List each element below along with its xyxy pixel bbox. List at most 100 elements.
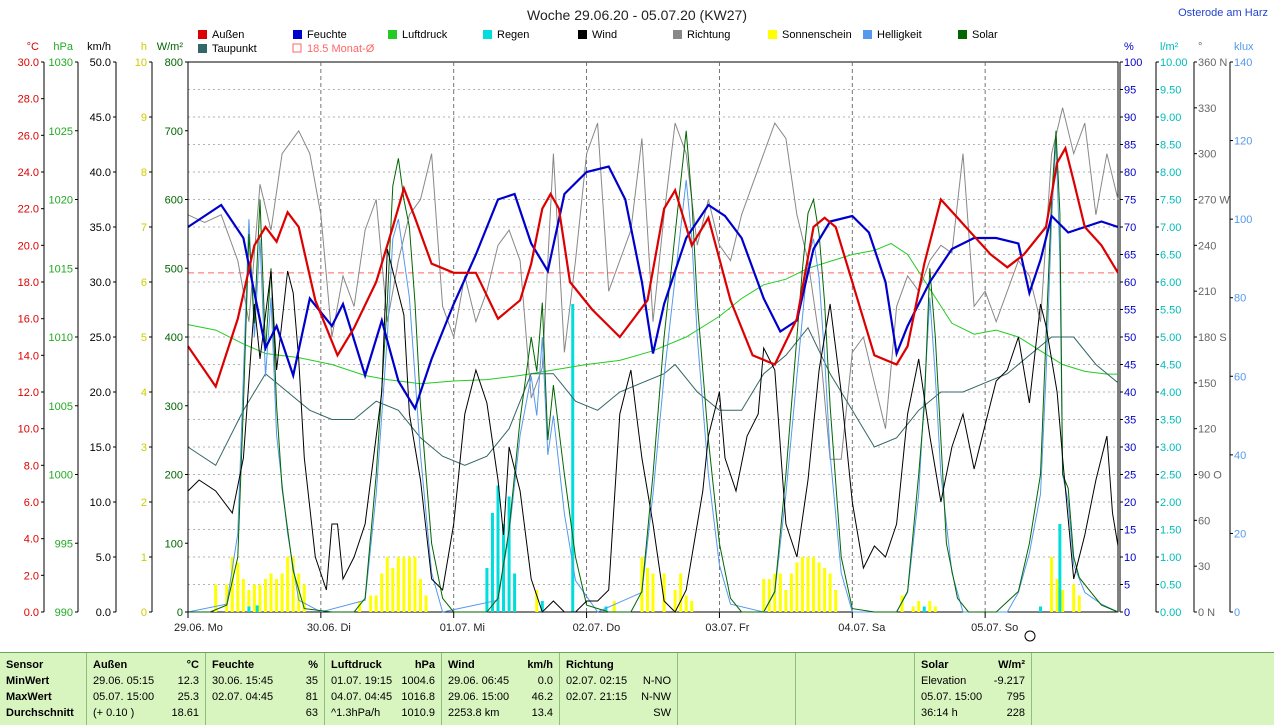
table-col-aussen: Außen °C 29.06. 05:15 12.3 05.07. 15:00 25.…	[87, 653, 206, 725]
rain-bar	[513, 573, 517, 612]
chart-axes: 29.06. Mo 30.06. Di 01.07. Mi 02.07. Do 03.0…	[18, 41, 1254, 634]
sunshine-bar	[252, 584, 256, 612]
temp-tick-label: 16.0	[18, 314, 39, 326]
weather-week-chart: 29.06. Mo 30.06. Di 01.07. Mi 02.07. Do 03.0…	[18, 7, 1268, 642]
solar-elevation-label: Elevation	[921, 675, 967, 687]
sunshine-bar	[817, 562, 821, 612]
rain-bar	[496, 485, 500, 612]
lux-unit: klux	[1234, 41, 1254, 53]
temp-tick-label: 22.0	[18, 204, 39, 216]
table-col-sensor: Sensor MinWert MaxWert Durchschnitt	[0, 653, 87, 725]
sunshine-bar	[767, 579, 771, 612]
richtung-max-value: N-NW	[641, 691, 671, 703]
temp-tick-label: 10.0	[18, 424, 39, 436]
rain-tick-label: 5.50	[1160, 305, 1181, 317]
series-line-solar	[188, 130, 1119, 613]
feuchte-min-value: 35	[305, 675, 318, 687]
humidity-tick-label: 10	[1124, 552, 1136, 564]
sunshine-bar	[789, 573, 793, 612]
solar-title: Solar	[921, 659, 949, 671]
humidity-tick-label: 5	[1124, 580, 1130, 592]
sunshine-bar	[933, 606, 937, 612]
legend-swatch	[292, 43, 302, 53]
solar-max-time: 05.07. 15:00	[921, 691, 983, 703]
solar-tick-label: 200	[165, 470, 183, 482]
table-col-luftdruck: Luftdruck hPa 01.07. 19:15 1004.6 04.07. 0…	[325, 653, 442, 725]
sunshine-bar	[690, 601, 694, 612]
pressure-tick-label: 1020	[49, 195, 73, 207]
sunshine-bar	[269, 573, 273, 612]
solar-tick-label: 700	[165, 126, 183, 138]
wind-tick-label: 25.0	[90, 332, 111, 344]
sun-tick-label: 8	[141, 167, 147, 179]
rain-tick-label: 9.50	[1160, 85, 1181, 97]
humidity-tick-label: 90	[1124, 112, 1136, 124]
luftdruck-min-value: 1004.6	[401, 675, 435, 687]
chart-bars	[214, 304, 1081, 612]
sun-tick-label: 10	[135, 57, 147, 69]
aussen-unit: °C	[186, 659, 199, 671]
lux-tick-label: 140	[1234, 57, 1252, 69]
wind-tick-label: 0.0	[96, 607, 111, 619]
rain-bar	[1058, 524, 1062, 612]
rain-tick-label: 7.00	[1160, 222, 1181, 234]
solar-tick-label: 800	[165, 57, 183, 69]
temp-tick-label: 30.0	[18, 57, 39, 69]
feuchte-max-value: 81	[305, 691, 318, 703]
series-line-helligkeit	[187, 140, 1119, 613]
wind-tick-label: 40.0	[90, 167, 111, 179]
humidity-tick-label: 45	[1124, 360, 1136, 372]
legend-swatch	[293, 30, 302, 39]
rain-tick-label: 8.50	[1160, 140, 1181, 152]
sunshine-bar	[1061, 590, 1065, 612]
solar-avg-value: 228	[1006, 707, 1025, 719]
label-minwert: MinWert	[6, 675, 50, 687]
sunshine-bar	[1077, 595, 1081, 612]
wind-min-time: 29.06. 06:45	[448, 675, 510, 687]
sun-tick-label: 4	[141, 387, 147, 399]
legend-swatch	[578, 30, 587, 39]
luftdruck-max-value: 1016.8	[401, 691, 435, 703]
aussen-trend: (+ 0.10 )	[93, 707, 135, 719]
temp-tick-label: 6.0	[24, 497, 39, 509]
sunshine-bar	[612, 601, 616, 612]
direction-tick-label: 30	[1198, 561, 1210, 573]
solar-duration: 36:14 h	[921, 707, 958, 719]
sunshine-bar	[684, 595, 688, 612]
pressure-tick-label: 1030	[49, 57, 73, 69]
temp-tick-label: 28.0	[18, 94, 39, 106]
rain-tick-label: 0.50	[1160, 580, 1181, 592]
sun-tick-label: 2	[141, 497, 147, 509]
wind-tick-label: 45.0	[90, 112, 111, 124]
pressure-tick-label: 1025	[49, 126, 73, 138]
rain-tick-label: 3.50	[1160, 415, 1181, 427]
sunshine-bar	[247, 590, 251, 612]
pressure-unit: hPa	[53, 41, 73, 53]
sunshine-bar	[651, 573, 655, 612]
wind-tick-label: 15.0	[90, 442, 111, 454]
sunshine-bar	[806, 557, 810, 612]
sunshine-bar	[214, 584, 218, 612]
luftdruck-min-time: 01.07. 19:15	[331, 675, 393, 687]
sunshine-bar	[911, 606, 915, 612]
sun-tick-label: 5	[141, 332, 147, 344]
rain-unit: l/m²	[1160, 41, 1179, 53]
humidity-tick-label: 75	[1124, 195, 1136, 207]
luftdruck-title: Luftdruck	[331, 659, 382, 671]
aussen-avg-value: 18.61	[171, 707, 199, 719]
wind-unit: km/h	[527, 659, 553, 671]
legend-swatch	[198, 30, 207, 39]
aussen-min-value: 12.3	[177, 675, 199, 687]
humidity-tick-label: 25	[1124, 470, 1136, 482]
humidity-tick-label: 85	[1124, 140, 1136, 152]
sunshine-bar	[1072, 584, 1076, 612]
scroll-handle-icon[interactable]	[1024, 630, 1036, 642]
chart-legend: Außen Feuchte Luftdruck Regen Wind Richtung So…	[198, 29, 998, 55]
richtung-min-time: 02.07. 02:15	[566, 675, 628, 687]
rain-tick-label: 6.00	[1160, 277, 1181, 289]
lux-tick-label: 120	[1234, 136, 1252, 148]
feuchte-min-time: 30.06. 15:45	[212, 675, 274, 687]
sunshine-bar	[280, 573, 284, 612]
legend-label: Sonnenschein	[782, 29, 852, 41]
rain-bar	[540, 601, 544, 612]
